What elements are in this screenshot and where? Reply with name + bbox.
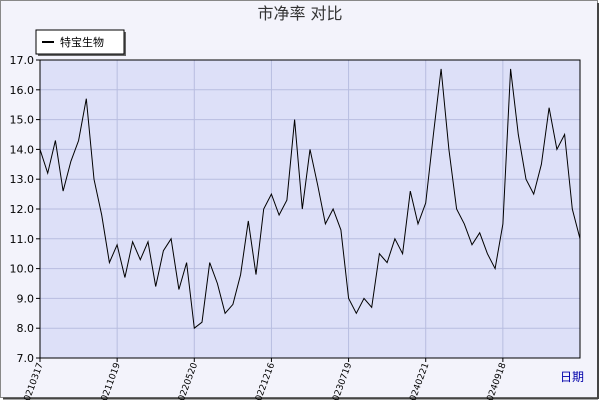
plot-border (39, 59, 581, 359)
y-tick-label: 8.0 (17, 322, 35, 335)
y-tick-label: 11.0 (10, 233, 35, 246)
y-tick-label: 10.0 (10, 263, 35, 276)
series-line (39, 68, 581, 330)
y-tick-label: 9.0 (17, 292, 35, 305)
y-tick-label: 12.0 (10, 203, 35, 216)
y-tick-label: 7.0 (17, 352, 35, 365)
y-tick-label: 14.0 (10, 143, 35, 156)
y-tick-label: 17.0 (10, 54, 35, 67)
y-tick-label: 13.0 (10, 173, 35, 186)
chart-title: 市净率 对比 (257, 4, 342, 23)
y-tick-label: 16.0 (10, 84, 35, 97)
y-tick-label: 15.0 (10, 114, 35, 127)
legend-label: 特宝生物 (60, 35, 104, 49)
x-axis-title: 日期 (560, 370, 584, 384)
